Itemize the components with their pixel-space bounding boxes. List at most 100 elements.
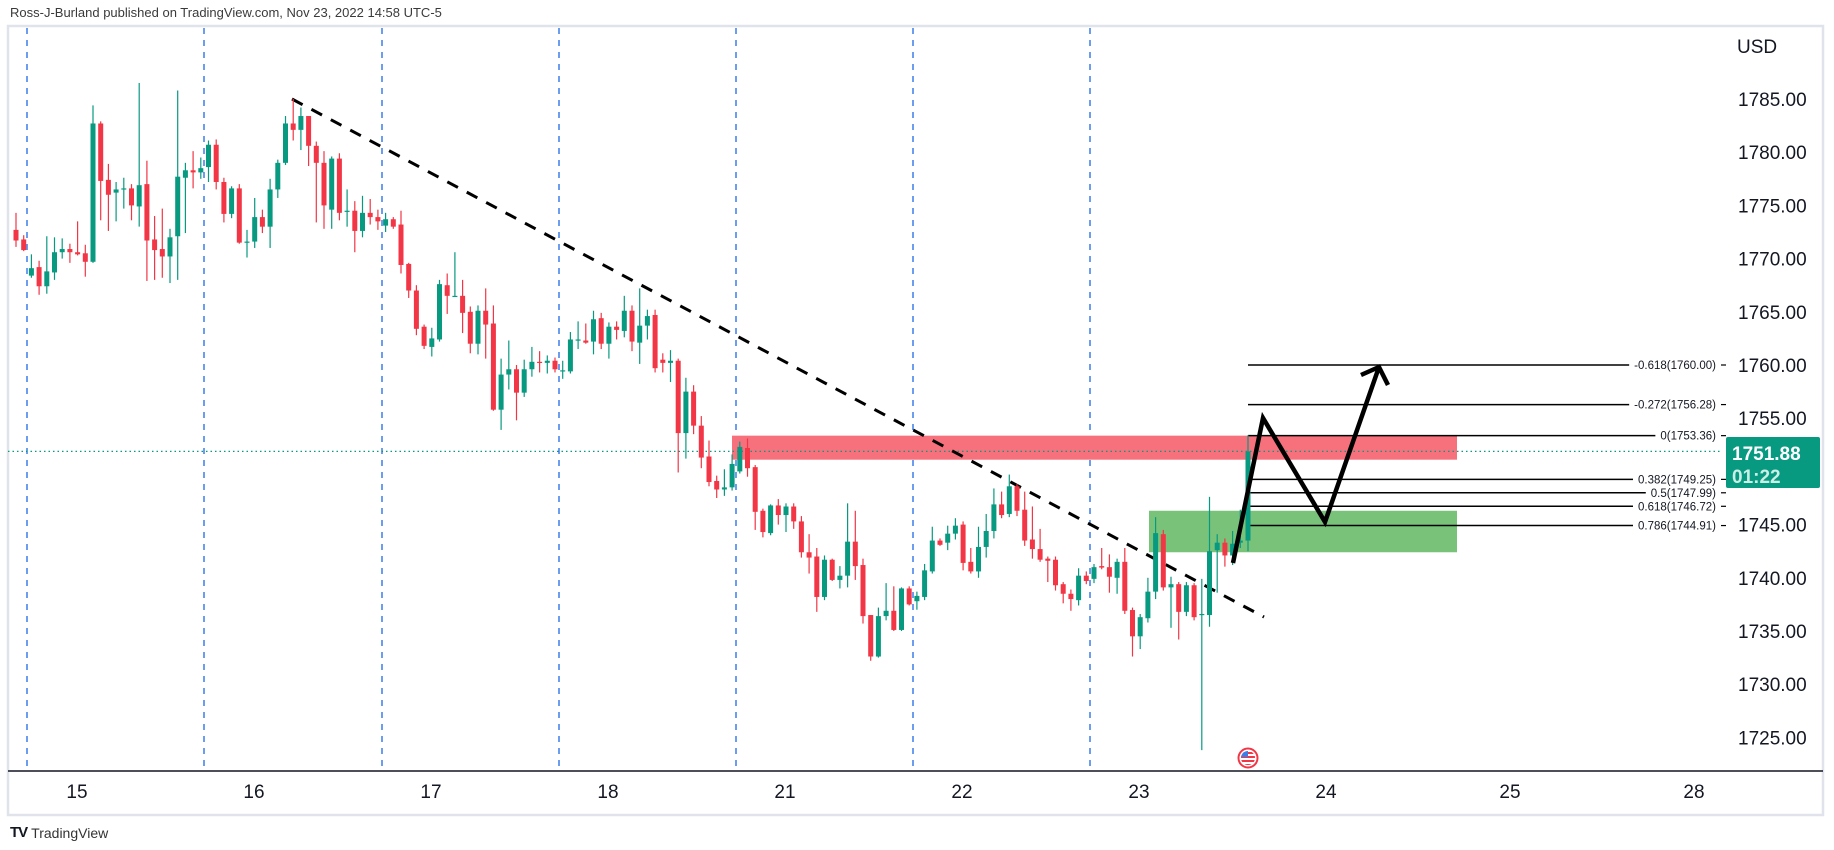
candle-bearish (1053, 556, 1058, 591)
candle-body (852, 541, 858, 567)
candle-body (968, 561, 974, 572)
candle-bullish (1168, 576, 1174, 628)
candle-body (475, 310, 481, 344)
candle-body (21, 239, 27, 251)
price-tick-label: 1760.00 (1738, 356, 1807, 377)
time-axis[interactable]: 15 16 17 18 21 22 23 24 25 28 (66, 782, 1704, 803)
candle-bearish (321, 151, 327, 229)
candle-body (506, 369, 512, 375)
price-tick-label: 1740.00 (1738, 569, 1807, 590)
candle-bearish (1014, 484, 1020, 517)
candle-bullish (575, 321, 581, 350)
candle-body (306, 116, 312, 146)
candle-bearish (213, 139, 219, 190)
candle-bearish (1160, 529, 1166, 591)
candle-bearish (745, 438, 750, 477)
candle-body (437, 284, 442, 340)
candle-body (960, 524, 966, 563)
candle-bearish (98, 121, 104, 221)
candle-bearish (21, 235, 27, 252)
candle-body (691, 391, 697, 426)
candle-body (167, 237, 173, 257)
resistance-zone[interactable] (732, 435, 1457, 460)
candle-body (683, 391, 689, 434)
candle-body (1153, 533, 1159, 592)
candle-body (675, 360, 681, 434)
candle-body (413, 290, 419, 329)
candle-body (952, 525, 958, 534)
time-tick-label: 28 (1683, 782, 1704, 803)
candle-body (98, 123, 104, 181)
candle-bullish (1137, 613, 1143, 650)
candle-body (1037, 549, 1043, 560)
candle-body (798, 521, 804, 553)
candle-bearish (1099, 548, 1105, 570)
candle-body (629, 310, 635, 342)
candle-bearish (1176, 582, 1182, 640)
price-badge-background (1726, 437, 1820, 488)
candle-body (44, 271, 50, 287)
candle-body (1114, 561, 1120, 578)
candle-bullish (229, 186, 235, 219)
candle-body (352, 210, 358, 231)
candle-body (406, 263, 412, 291)
price-tick-label: 1755.00 (1738, 409, 1807, 430)
candle-body (837, 575, 843, 580)
support-zone[interactable] (1149, 510, 1457, 553)
candle-bearish (660, 353, 666, 373)
candle-bearish (490, 305, 496, 411)
projection-path[interactable] (1230, 366, 1382, 564)
candle-bullish (668, 350, 673, 383)
candle-body (606, 326, 612, 344)
fibonacci-retracement[interactable]: -0.618(1760.00) -0.272(1756.28) 0(1753.36)… (1248, 360, 1726, 533)
candle-bullish (360, 195, 365, 238)
candle-bullish (991, 488, 997, 539)
tradingview-logo[interactable]: TV TradingView (10, 824, 108, 841)
candle-bullish (52, 237, 57, 280)
candle-bullish (383, 212, 389, 232)
fib-level-label: 0.5(1747.99) (1651, 488, 1716, 500)
candle-bearish (537, 351, 543, 373)
candle-bullish (621, 295, 627, 338)
candle-body (883, 610, 889, 617)
candle-bullish (1006, 474, 1012, 518)
candle-body (929, 540, 935, 572)
fib-level-label: -0.272(1756.28) (1634, 400, 1716, 412)
tradingview-logo-icon: TV (10, 824, 28, 841)
us-flag-economic-event-icon[interactable] (1237, 747, 1259, 769)
candle-body (706, 456, 712, 483)
candle-bearish (306, 116, 312, 167)
candle-bullish (267, 178, 273, 248)
candle-body (937, 540, 943, 545)
candle-body (1068, 593, 1074, 600)
candle-body (105, 179, 111, 195)
candle-body (591, 319, 596, 342)
candle-body (129, 188, 134, 206)
candle-bearish (760, 508, 766, 538)
candles (13, 83, 1251, 751)
candle-body (868, 615, 874, 657)
candle-bullish (1114, 558, 1120, 594)
candle-body (891, 610, 897, 630)
currency-label: USD (1737, 37, 1777, 58)
candle-body (737, 446, 743, 472)
candle-body (999, 504, 1005, 516)
candle-body (914, 595, 920, 602)
candle-body (721, 487, 727, 490)
candle-body (344, 210, 350, 212)
candle-bullish (976, 526, 981, 578)
time-tick-label: 25 (1499, 782, 1520, 803)
candle-bullish (945, 525, 951, 551)
price-tick-label: 1730.00 (1738, 675, 1807, 696)
downtrend-line[interactable] (291, 97, 1265, 619)
candle-body (229, 188, 235, 214)
candle-bullish (136, 83, 142, 227)
candle-body (1022, 509, 1028, 541)
candle-body (452, 295, 458, 298)
price-axis[interactable]: USD 1785.00 1780.00 1775.00 1770.00 1765.00 1… (1737, 37, 1807, 749)
current-price-badge: 1751.88 01:22 (1726, 437, 1820, 488)
candle-body (714, 480, 720, 490)
candle-bearish (1037, 528, 1043, 562)
publication-attribution: Ross-J-Burland published on TradingView.… (10, 5, 442, 20)
